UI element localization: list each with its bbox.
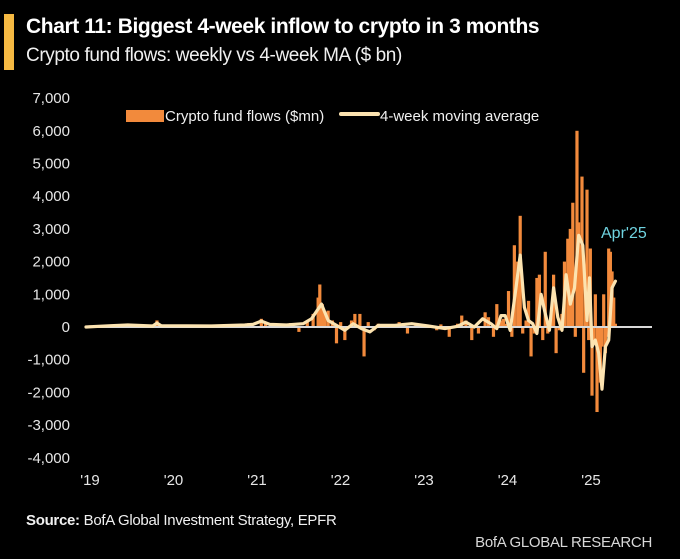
flow-bar	[585, 189, 589, 327]
y-tick-label: -1,000	[27, 352, 70, 369]
legend-swatch-flows	[126, 110, 164, 122]
y-tick-label: 5,000	[32, 156, 70, 173]
flow-bar	[593, 294, 597, 327]
y-tick-label: -4,000	[27, 450, 70, 467]
moving-average-line	[84, 233, 618, 391]
x-tick-label: '19	[80, 472, 100, 489]
title-accent-bar	[4, 14, 14, 70]
flow-bar	[526, 300, 531, 327]
flow-bar	[305, 320, 309, 327]
chart-subtitle: Crypto fund flows: weekly vs 4-week MA (…	[26, 45, 402, 66]
y-tick-label: 0	[62, 319, 70, 336]
y-tick-label: 6,000	[32, 123, 70, 140]
y-tick-label: -2,000	[27, 384, 70, 401]
flow-bar	[541, 327, 545, 341]
source-label: Source:	[26, 512, 80, 529]
flow-bars	[88, 130, 617, 413]
flow-bar	[311, 313, 315, 327]
flow-bar	[439, 324, 443, 327]
flow-bar	[358, 313, 362, 327]
y-tick-label: -3,000	[27, 417, 70, 434]
x-tick-label: '23	[414, 472, 434, 489]
flow-bar	[353, 313, 357, 327]
y-tick-label: 1,000	[32, 286, 70, 303]
x-axis: '19 '20 '21 '22 '23 '24 '25	[80, 472, 601, 489]
y-tick-label: 2,000	[32, 254, 70, 271]
flow-bar	[495, 304, 499, 327]
y-tick-label: 4,000	[32, 188, 70, 205]
flow-bar	[323, 312, 327, 327]
flow-bar	[592, 327, 596, 341]
flow-bar	[573, 327, 577, 337]
annotation-apr25: Apr'25	[601, 225, 647, 242]
x-tick-label: '25	[581, 472, 601, 489]
flow-bar	[499, 320, 503, 327]
flow-bar	[535, 277, 539, 327]
flow-bar	[516, 261, 520, 327]
flow-bar	[297, 327, 301, 332]
chart-title: Chart 11: Biggest 4-week inflow to crypt…	[26, 15, 540, 38]
x-tick-label: '20	[164, 472, 184, 489]
flow-bar	[470, 327, 474, 341]
source-text: BofA Global Investment Strategy, EPFR	[79, 512, 337, 529]
flow-bar	[554, 327, 558, 354]
flow-bar	[607, 248, 611, 327]
flow-bar	[316, 297, 320, 327]
legend-label-ma: 4-week moving average	[380, 108, 539, 125]
flow-bar	[602, 294, 606, 327]
flow-bar	[259, 318, 263, 327]
x-tick-label: '21	[247, 472, 267, 489]
flow-bar	[590, 327, 594, 396]
brand-label: BofA GLOBAL RESEARCH	[475, 534, 652, 551]
flow-bar	[334, 327, 339, 344]
flow-bar	[521, 327, 525, 334]
flow-bar	[476, 327, 481, 334]
flow-bar	[543, 251, 547, 327]
y-tick-label: 3,000	[32, 221, 70, 238]
flow-bar	[504, 323, 508, 327]
flow-bar	[320, 304, 324, 327]
flow-bar	[577, 222, 581, 327]
flow-bar	[595, 327, 599, 413]
flow-bar	[613, 323, 617, 327]
flow-bar	[582, 327, 586, 373]
flow-bar	[339, 322, 343, 327]
flow-bar	[362, 327, 366, 357]
flow-bar	[529, 327, 533, 357]
flow-bar	[460, 315, 464, 327]
flow-bar	[568, 228, 572, 327]
flow-bar	[263, 322, 268, 327]
flow-bar	[587, 327, 591, 341]
flow-bar	[501, 318, 506, 327]
flow-bar	[605, 327, 609, 337]
x-tick-label: '24	[498, 472, 518, 489]
flow-bar	[578, 245, 582, 327]
legend-label-flows: Crypto fund flows ($mn)	[165, 108, 324, 125]
flow-bar	[571, 202, 575, 327]
x-tick-label: '22	[331, 472, 351, 489]
flow-bar	[557, 327, 562, 331]
flow-bar	[405, 327, 410, 334]
flow-bar	[603, 327, 607, 354]
y-axis: 7,000 6,000 5,000 4,000 3,000 2,000 1,000 0 -1,0…	[27, 90, 70, 467]
flow-bar	[524, 320, 528, 327]
flow-bar	[366, 322, 370, 327]
legend: Crypto fund flows ($mn) 4-week moving av…	[126, 108, 539, 125]
flow-bar	[447, 327, 451, 337]
flow-bar	[612, 297, 616, 327]
flow-bar	[506, 291, 511, 327]
flow-bar	[575, 130, 579, 327]
y-tick-label: 7,000	[32, 90, 70, 107]
flow-bar	[343, 327, 347, 341]
source-note: Source: BofA Global Investment Strategy,…	[26, 512, 337, 529]
flow-bar	[600, 327, 604, 347]
flow-bar	[512, 245, 516, 327]
flow-bar	[510, 327, 514, 337]
moving-average-series	[84, 233, 618, 391]
flow-bar	[491, 327, 496, 337]
